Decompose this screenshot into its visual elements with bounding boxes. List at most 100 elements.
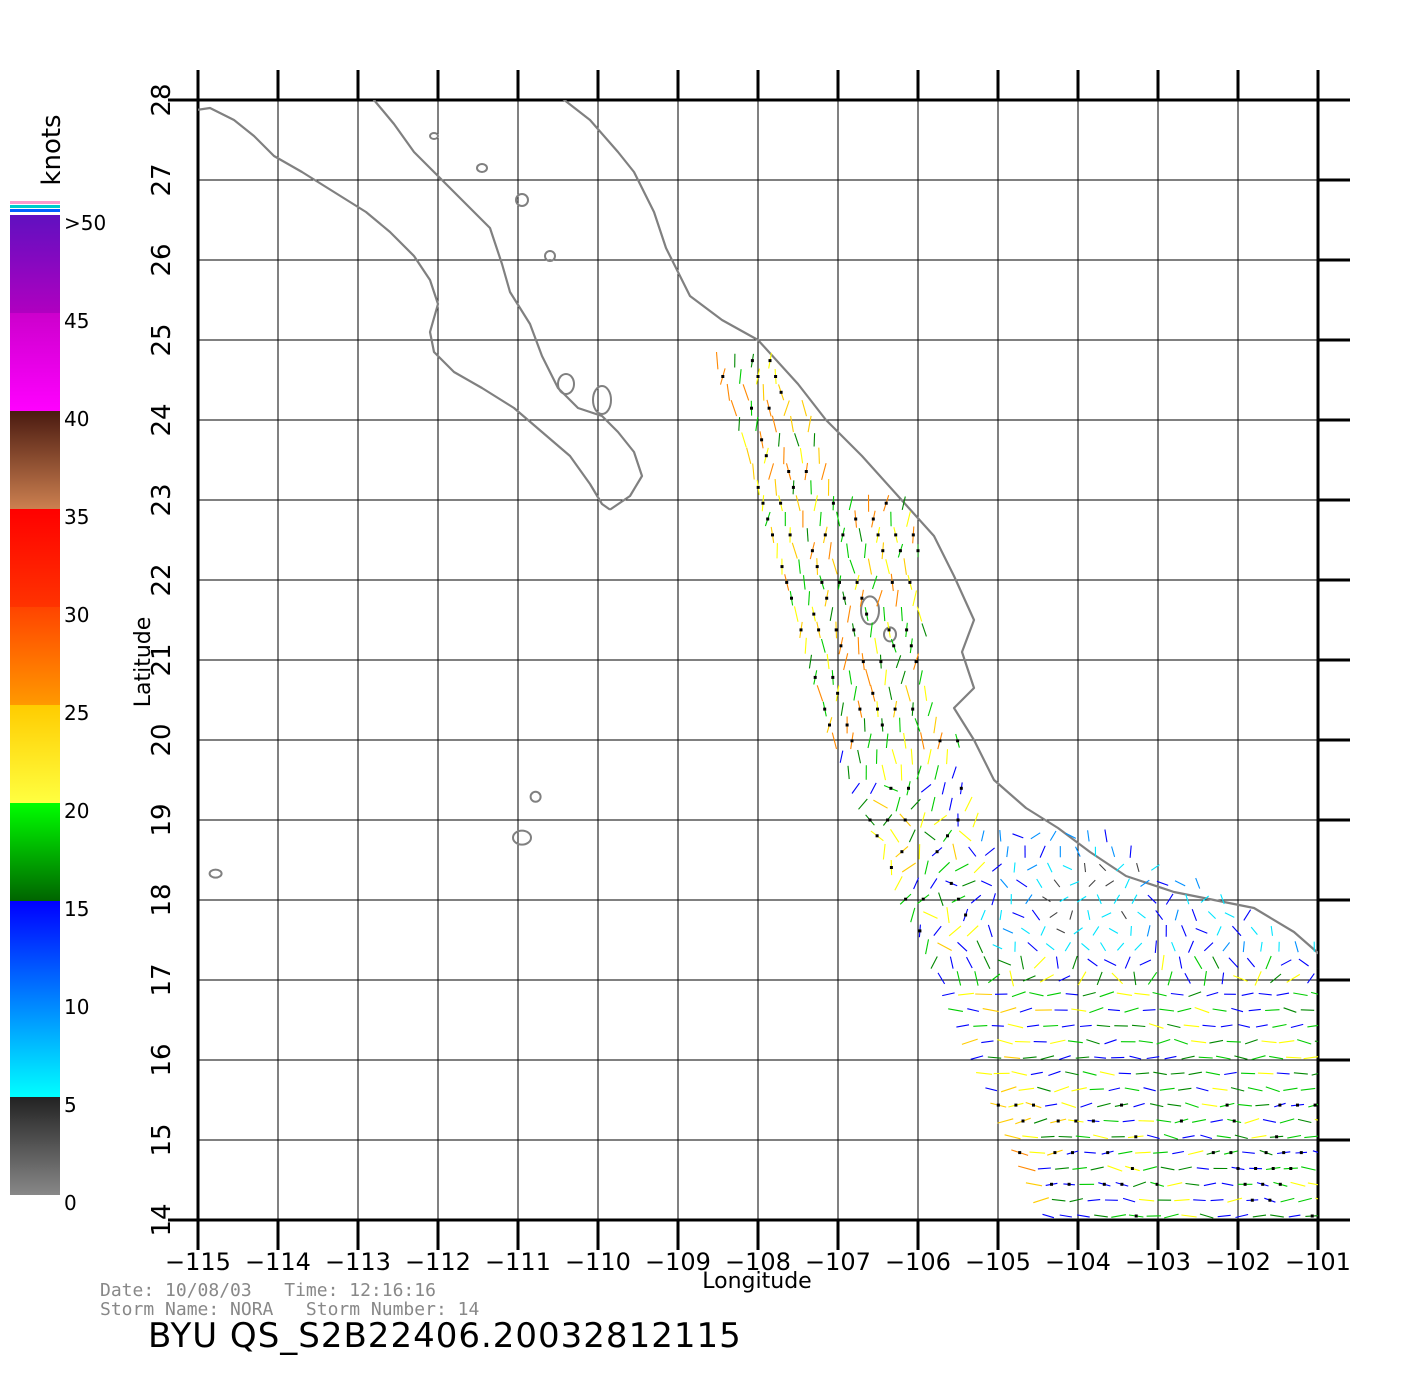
wind-vector <box>1301 1166 1316 1171</box>
wind-vector <box>1156 1119 1172 1123</box>
wind-vector <box>906 511 911 527</box>
wind-vector <box>1072 1167 1087 1170</box>
wind-vector <box>1272 1023 1287 1028</box>
wind-vector <box>1036 878 1043 888</box>
wind-vector <box>1040 1055 1055 1060</box>
wind-vector <box>1174 1038 1188 1045</box>
wind-vector <box>1220 894 1225 905</box>
wind-vector <box>1154 940 1157 953</box>
wind-vector <box>858 798 868 810</box>
wind-vector <box>992 944 1003 950</box>
rain-flag-dot <box>845 723 849 727</box>
wind-vector <box>1244 1039 1258 1045</box>
rain-flag-dot <box>838 580 841 584</box>
lon-tick-label: −106 <box>885 1248 951 1276</box>
wind-vector <box>933 925 942 936</box>
rain-flag-dot <box>841 533 845 537</box>
rain-flag-dot <box>921 897 925 901</box>
colorbar-segment <box>10 313 60 411</box>
colorbar-label: 45 <box>64 309 89 333</box>
colorbar-label: >50 <box>64 211 106 235</box>
rain-flag-dot <box>908 580 912 584</box>
wind-vector <box>957 941 968 952</box>
rain-flag-dot <box>766 517 770 521</box>
wind-vector <box>808 591 811 606</box>
wind-vector <box>999 830 1002 842</box>
wind-vector <box>1174 909 1179 921</box>
wind-vector <box>982 1008 999 1013</box>
wind-vector <box>1018 1087 1035 1091</box>
wind-vector <box>1004 1056 1021 1059</box>
wind-vector <box>1196 1087 1209 1092</box>
wind-vector <box>1055 956 1059 969</box>
rain-flag-dot <box>890 580 894 584</box>
wind-vector <box>1045 1103 1058 1107</box>
wind-vector <box>851 782 860 794</box>
rain-flag-dot <box>1102 1182 1106 1186</box>
wind-vector <box>1096 894 1102 905</box>
wind-vector <box>1116 863 1125 872</box>
lon-tick-label: −111 <box>485 1248 551 1276</box>
wind-vector <box>914 718 921 732</box>
wind-vector <box>1200 1134 1213 1140</box>
wind-vector <box>1188 1071 1202 1076</box>
rain-flag-dot <box>854 517 858 521</box>
colorbar-label: 15 <box>64 897 89 921</box>
wind-vector <box>1054 1086 1070 1093</box>
wind-vector <box>783 400 790 416</box>
wind-vector <box>1185 894 1190 905</box>
wind-vector <box>1276 992 1290 996</box>
wind-vector <box>871 575 878 590</box>
wind-vector <box>1152 991 1167 997</box>
wind-vector <box>983 956 991 969</box>
rain-flag-dot <box>1278 1182 1282 1186</box>
wind-vector <box>1163 1133 1179 1140</box>
date-time-line: Date: 10/08/03 Time: 12:16:16 <box>100 1280 436 1301</box>
wind-vector <box>920 783 932 793</box>
wind-vector <box>1084 1151 1096 1154</box>
wind-vector <box>987 1056 1002 1059</box>
rain-flag-dot <box>956 739 960 743</box>
wind-vector <box>1221 1182 1234 1186</box>
rain-flag-dot <box>1018 1151 1022 1155</box>
wind-vector <box>1069 880 1080 886</box>
rain-flag-dot <box>1261 1182 1265 1186</box>
wind-vector <box>1059 896 1069 903</box>
wind-vector <box>1139 1198 1155 1202</box>
wind-vector <box>1297 1039 1312 1045</box>
wind-vector <box>1178 1087 1192 1091</box>
wind-vector <box>816 685 824 702</box>
wind-vector <box>790 415 794 433</box>
wind-vector <box>857 637 860 655</box>
wind-vector <box>1033 1197 1049 1204</box>
wind-vector <box>857 749 862 764</box>
wind-vector <box>802 575 806 590</box>
rain-flag-dot <box>839 644 843 648</box>
wind-vector <box>1080 1102 1093 1108</box>
wind-vector <box>910 907 916 923</box>
colorbar-cap-stripe <box>10 205 60 208</box>
colorbar-segment <box>10 411 60 509</box>
wind-vector <box>1153 1151 1168 1154</box>
rain-flag-dot <box>750 359 754 363</box>
wind-vector <box>987 924 993 938</box>
lon-tick-label: −114 <box>245 1248 311 1276</box>
wind-vector <box>1111 846 1116 858</box>
wind-vector <box>1000 1086 1017 1093</box>
wind-vector <box>739 369 742 384</box>
wind-vector <box>1255 1024 1268 1028</box>
wind-vector <box>820 638 826 653</box>
wind-vector <box>1242 1151 1255 1154</box>
wind-vector <box>1124 1007 1139 1013</box>
wind-vector <box>1243 909 1252 921</box>
rain-flag-dot <box>804 470 808 473</box>
wind-vector <box>903 558 907 575</box>
rain-flag-dot <box>1134 1135 1138 1139</box>
lat-tick-label: 24 <box>147 403 177 436</box>
wind-vector <box>831 732 838 750</box>
wind-vector <box>1315 1197 1318 1200</box>
rain-flag-dot <box>868 818 872 822</box>
rain-flag-dot <box>1271 1167 1275 1170</box>
wind-vector <box>1134 992 1150 996</box>
wind-vector <box>1100 942 1107 952</box>
